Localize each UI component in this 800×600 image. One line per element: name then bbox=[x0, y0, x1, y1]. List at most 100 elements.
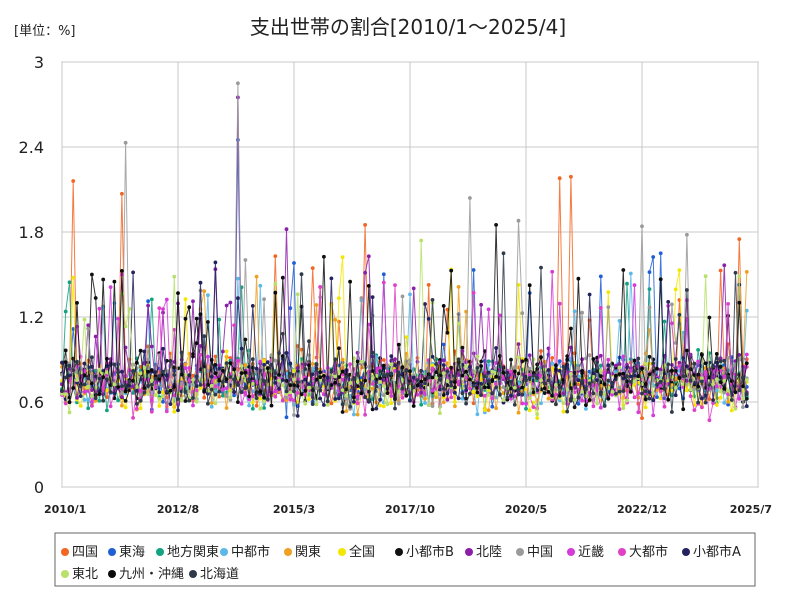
data-point bbox=[273, 371, 278, 376]
data-point bbox=[93, 374, 98, 379]
data-point bbox=[430, 354, 435, 359]
data-point bbox=[718, 380, 723, 384]
data-point bbox=[247, 397, 252, 402]
data-point bbox=[677, 376, 682, 380]
data-point bbox=[127, 384, 132, 388]
data-point bbox=[120, 384, 124, 389]
data-point bbox=[542, 386, 547, 391]
data-point bbox=[344, 397, 349, 401]
data-point bbox=[606, 378, 611, 383]
data-point bbox=[692, 408, 697, 412]
data-point bbox=[482, 408, 487, 412]
data-point bbox=[531, 390, 536, 395]
data-point bbox=[250, 406, 255, 411]
data-point bbox=[209, 374, 214, 379]
data-point bbox=[355, 412, 360, 417]
data-point bbox=[569, 326, 573, 331]
data-point bbox=[142, 365, 147, 370]
data-point bbox=[438, 411, 442, 416]
data-point bbox=[512, 385, 517, 390]
data-point bbox=[647, 390, 652, 395]
data-point bbox=[636, 374, 641, 379]
data-point bbox=[228, 375, 233, 379]
data-point bbox=[138, 398, 143, 403]
data-point bbox=[561, 401, 566, 406]
data-point bbox=[277, 386, 281, 391]
data-point bbox=[363, 412, 367, 417]
data-point bbox=[340, 369, 345, 374]
data-point bbox=[337, 370, 341, 374]
data-point bbox=[254, 403, 259, 408]
legend-marker bbox=[156, 548, 164, 556]
data-point bbox=[116, 316, 120, 321]
data-point bbox=[258, 283, 263, 288]
legend-item: 関東 bbox=[284, 544, 321, 560]
data-point bbox=[718, 359, 723, 364]
data-point bbox=[722, 390, 727, 395]
data-point bbox=[441, 358, 446, 363]
data-point bbox=[381, 393, 386, 398]
data-point bbox=[729, 408, 734, 413]
data-point bbox=[191, 396, 195, 400]
data-point bbox=[337, 382, 341, 387]
data-point bbox=[561, 409, 566, 414]
data-point bbox=[370, 313, 375, 318]
data-point bbox=[164, 373, 169, 378]
data-point bbox=[520, 385, 525, 390]
data-point bbox=[273, 381, 278, 385]
data-point bbox=[292, 389, 296, 394]
data-point bbox=[471, 389, 476, 394]
data-point bbox=[501, 398, 506, 402]
chart-title: 支出世帯の割合[2010/1～2025/4] bbox=[250, 15, 566, 39]
data-point bbox=[389, 362, 394, 367]
data-point bbox=[295, 414, 300, 418]
data-point bbox=[396, 401, 401, 406]
data-point bbox=[606, 290, 611, 294]
x-tick-label: 2012/8 bbox=[157, 503, 199, 516]
data-point bbox=[142, 349, 147, 354]
data-point bbox=[344, 393, 349, 398]
data-point bbox=[310, 362, 315, 366]
data-point bbox=[595, 360, 599, 365]
data-point bbox=[569, 174, 573, 179]
data-point bbox=[557, 301, 562, 306]
data-point bbox=[250, 304, 255, 308]
data-point bbox=[63, 401, 68, 406]
data-point bbox=[606, 363, 611, 368]
data-point bbox=[430, 404, 435, 408]
data-point bbox=[348, 362, 352, 367]
data-point bbox=[617, 319, 622, 323]
data-point bbox=[441, 400, 446, 405]
data-point bbox=[295, 380, 300, 385]
legend-marker bbox=[108, 570, 116, 578]
data-point bbox=[366, 284, 371, 288]
data-point bbox=[527, 283, 532, 288]
data-point bbox=[539, 378, 543, 383]
data-point bbox=[580, 398, 584, 403]
data-point bbox=[90, 394, 94, 398]
data-point bbox=[269, 362, 274, 367]
data-point bbox=[318, 396, 323, 401]
data-point bbox=[209, 387, 214, 392]
data-point bbox=[161, 307, 165, 311]
data-point bbox=[318, 370, 323, 375]
data-point bbox=[217, 366, 222, 371]
data-point bbox=[176, 397, 180, 401]
data-point bbox=[202, 389, 207, 394]
legend-marker bbox=[682, 548, 690, 556]
data-point bbox=[744, 352, 749, 357]
data-point bbox=[419, 402, 424, 407]
data-point bbox=[408, 292, 412, 297]
data-point bbox=[550, 376, 555, 381]
data-point bbox=[546, 368, 551, 372]
data-point bbox=[322, 403, 326, 407]
data-point bbox=[640, 366, 644, 371]
data-point bbox=[284, 392, 289, 396]
data-point bbox=[258, 389, 263, 394]
data-point bbox=[550, 366, 555, 371]
data-point bbox=[453, 385, 457, 390]
series-15 bbox=[60, 251, 749, 414]
data-point bbox=[647, 270, 652, 274]
data-point bbox=[744, 404, 749, 409]
data-point bbox=[662, 392, 667, 397]
